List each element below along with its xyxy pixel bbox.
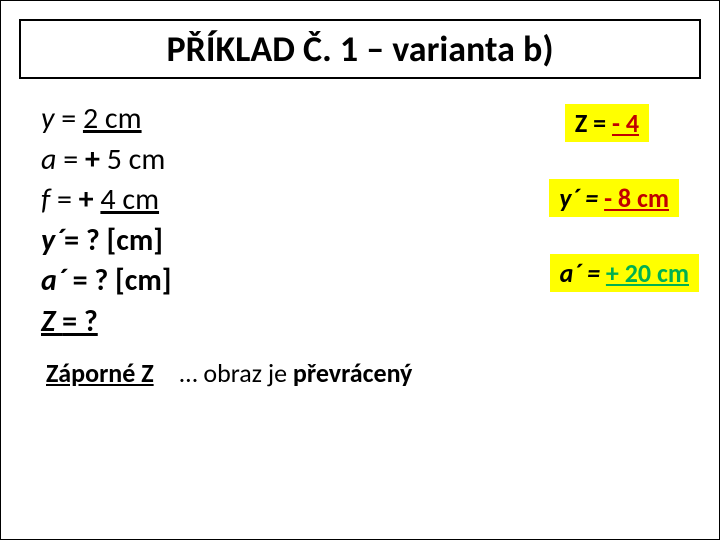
eq-f: = bbox=[50, 181, 79, 218]
given-a: a = + 5 cm bbox=[41, 140, 679, 181]
rest-z: = ? bbox=[62, 303, 98, 340]
title-bar: PŘÍKLAD Č. 1 – varianta b) bbox=[19, 19, 701, 79]
var-f: f bbox=[41, 181, 50, 218]
var-z: Z bbox=[41, 303, 62, 340]
val-f: 4 cm bbox=[100, 181, 159, 218]
var-a: a bbox=[41, 141, 56, 178]
result-aprime-val: + 20 cm bbox=[606, 257, 689, 289]
eq-y: = bbox=[54, 100, 83, 137]
eq-a: = bbox=[56, 141, 85, 178]
page-title: PŘÍKLAD Č. 1 – varianta b) bbox=[166, 27, 553, 71]
sign-a: + bbox=[85, 141, 107, 178]
result-yprime-val: - 8 cm bbox=[604, 182, 669, 214]
conclusion-text: … obraz je převrácený bbox=[180, 357, 413, 389]
var-aprime: a´ bbox=[41, 262, 73, 299]
rest-aprime: = ? [cm] bbox=[73, 262, 172, 299]
rest-yprime: = ? [cm] bbox=[64, 222, 163, 259]
conclusion-label: Záporné Z bbox=[46, 357, 154, 389]
result-yprime-lhs: y´ = bbox=[559, 182, 604, 214]
given-z: Z = ? bbox=[41, 302, 679, 343]
result-yprime: y´ = - 8 cm bbox=[549, 179, 679, 217]
conclusion: Záporné Z … obraz je převrácený bbox=[46, 357, 412, 389]
var-yprime: y´ bbox=[41, 222, 64, 259]
result-z-lhs: Z = bbox=[575, 107, 612, 139]
sign-f: + bbox=[79, 181, 101, 218]
val-y: 2 cm bbox=[83, 100, 142, 137]
val-a: 5 cm bbox=[107, 141, 166, 178]
result-z: Z = - 4 bbox=[565, 104, 649, 142]
conclusion-dots: … obraz je bbox=[180, 357, 293, 389]
result-aprime-lhs: a´ = bbox=[560, 257, 606, 289]
result-aprime: a´ = + 20 cm bbox=[550, 254, 699, 292]
result-z-val: - 4 bbox=[612, 107, 639, 139]
content-area: y = 2 cm a = + 5 cm f = + 4 cm y´= ? [cm… bbox=[1, 79, 719, 362]
conclusion-bold: převrácený bbox=[293, 357, 412, 389]
var-y: y bbox=[41, 100, 54, 137]
